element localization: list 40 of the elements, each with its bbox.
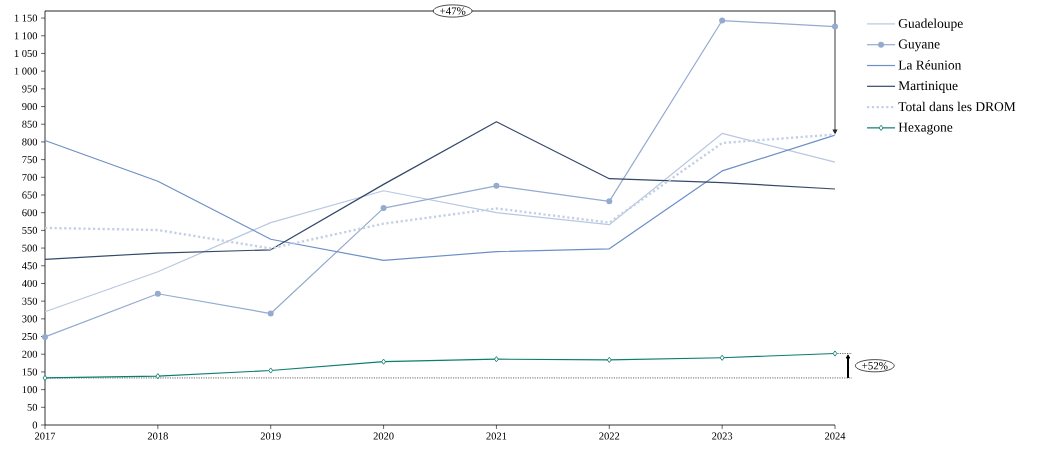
y-tick-label: 950 [22, 85, 38, 93]
y-tick-label: 0 [32, 421, 38, 429]
x-tick-label: 2018 [147, 432, 168, 440]
legend-label: Guyane [898, 39, 940, 52]
legend-label: Martinique [898, 81, 958, 93]
y-tick-label: 550 [22, 226, 38, 234]
y-tick-label: 1 100 [14, 32, 38, 40]
legend-label: Guadeloupe [898, 18, 963, 31]
y-tick-label: 500 [22, 244, 38, 252]
annotation: +52% [862, 362, 888, 370]
x-tick-label: 2017 [34, 432, 56, 440]
legend-label: Total dans les DROM [898, 101, 1016, 112]
y-tick-label: 350 [22, 297, 38, 305]
legend-label: La Réunion [898, 60, 962, 70]
y-tick-label: 50 [27, 403, 38, 411]
x-tick-label: 2022 [599, 432, 620, 440]
y-tick-label: 650 [22, 191, 38, 199]
y-tick-label: 750 [22, 156, 38, 164]
y-tick-label: 100 [22, 386, 38, 394]
y-tick-label: 850 [22, 120, 38, 128]
y-tick-label: 1 050 [14, 49, 38, 57]
y-tick-label: 250 [22, 333, 38, 341]
y-tick-label: 150 [22, 368, 38, 376]
legend-label: Hexagone [898, 122, 953, 135]
y-tick-label: 200 [22, 350, 38, 358]
y-tick-label: 400 [22, 279, 38, 287]
y-tick-label: 1 000 [14, 67, 38, 75]
y-tick-label: 900 [22, 103, 38, 111]
y-tick-label: 1 150 [14, 14, 38, 22]
y-tick-label: 450 [22, 262, 38, 270]
y-tick-label: 700 [22, 173, 38, 181]
x-tick-label: 2023 [712, 432, 733, 440]
annotation: +47% [440, 7, 466, 15]
y-tick-label: 600 [22, 209, 38, 217]
x-tick-label: 2019 [260, 432, 281, 440]
y-tick-label: 300 [22, 315, 38, 323]
x-tick-label: 2020 [373, 432, 394, 440]
y-tick-label: 800 [22, 138, 38, 146]
x-tick-label: 2024 [825, 432, 846, 440]
x-tick-label: 2021 [486, 432, 507, 440]
